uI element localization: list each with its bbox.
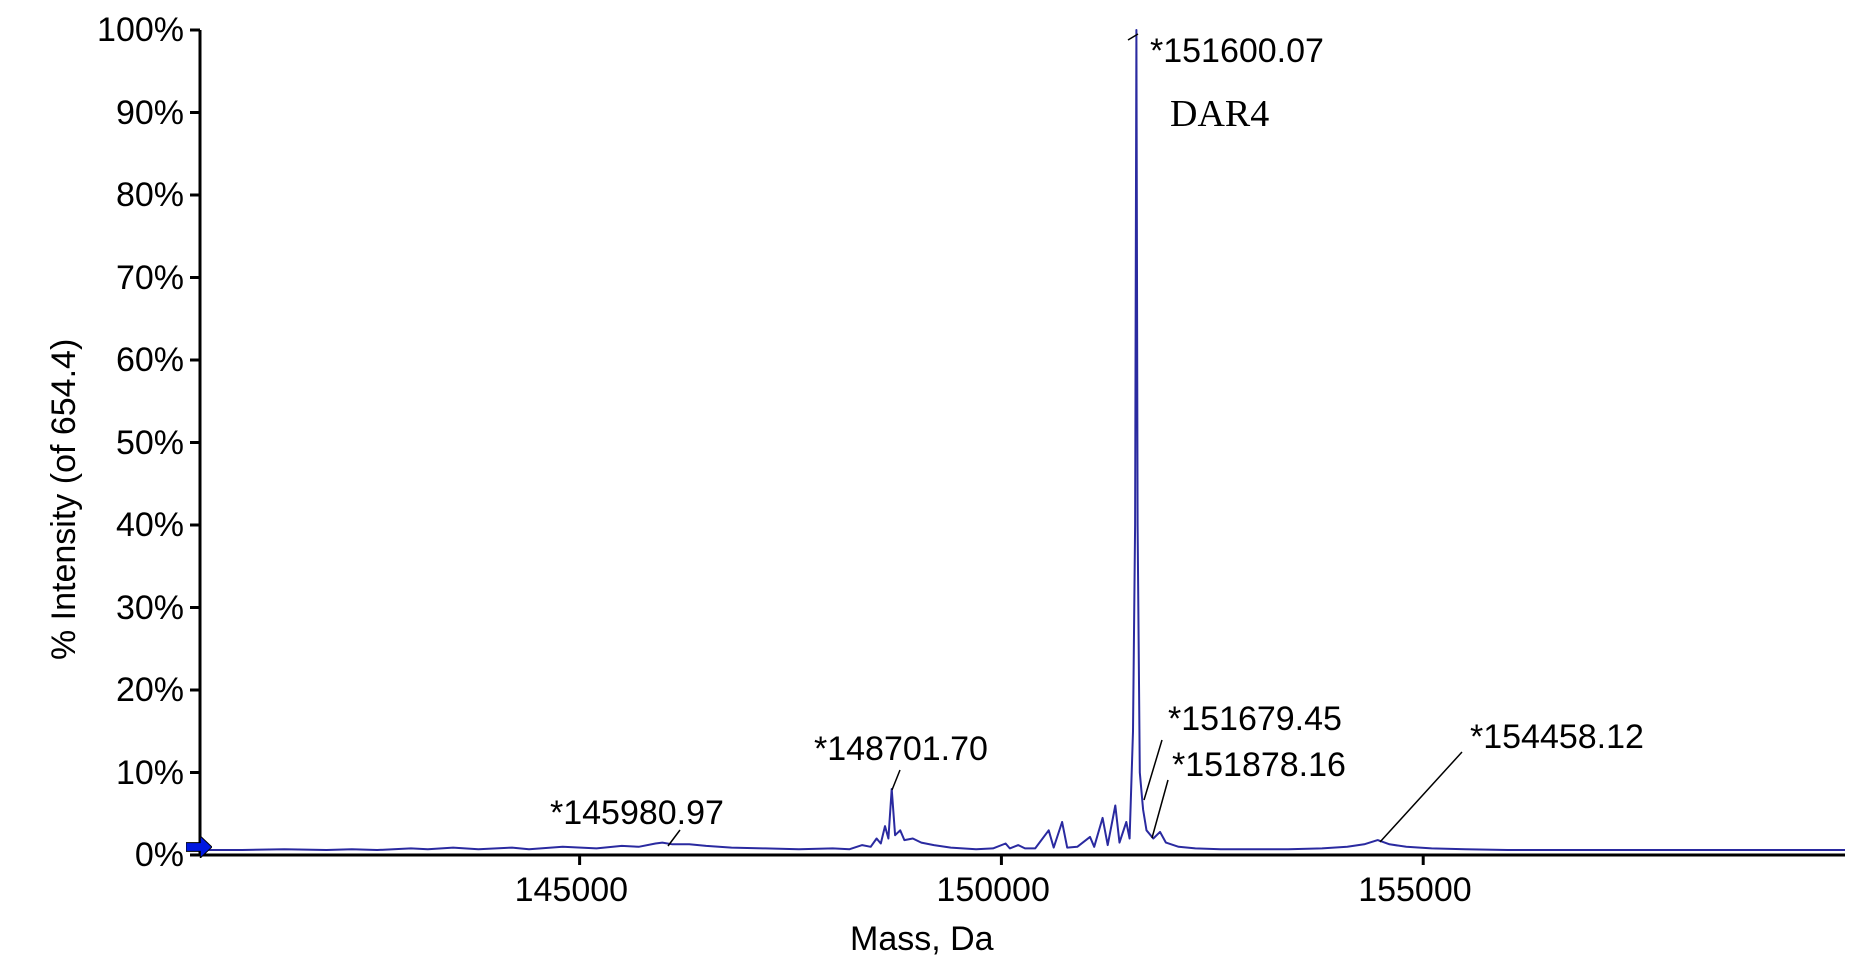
y-tick-label: 40% — [116, 506, 184, 545]
peak-label: *154458.12 — [1470, 718, 1644, 757]
y-tick-label: 20% — [116, 671, 184, 710]
y-tick-label: 10% — [116, 754, 184, 793]
x-tick-label: 145000 — [515, 871, 628, 910]
y-tick-label: 80% — [116, 176, 184, 215]
peak-label: *148701.70 — [814, 730, 988, 769]
peak-label: DAR4 — [1170, 92, 1269, 136]
peak-label: *145980.97 — [550, 794, 724, 833]
y-tick-label: 70% — [116, 259, 184, 298]
y-tick-label: 50% — [116, 424, 184, 463]
x-tick-label: 150000 — [936, 871, 1049, 910]
chart-viewport: % Intensity (of 654.4) Mass, Da 0%10%20%… — [0, 0, 1863, 966]
peak-label: *151679.45 — [1168, 700, 1342, 739]
x-tick-label: 155000 — [1358, 871, 1471, 910]
y-tick-label: 90% — [116, 94, 184, 133]
y-tick-label: 0% — [135, 836, 184, 875]
labels-layer: 0% 10% 20% 30% 40% 50% 60% 70% 80% 90% 100% 145000 1… — [0, 0, 1863, 966]
peak-label: *151600.07 — [1150, 32, 1324, 71]
peak-label: *151878.16 — [1172, 746, 1346, 785]
y-tick-label: 100% — [97, 11, 184, 50]
y-tick-label: 30% — [116, 589, 184, 628]
y-tick-label: 60% — [116, 341, 184, 380]
